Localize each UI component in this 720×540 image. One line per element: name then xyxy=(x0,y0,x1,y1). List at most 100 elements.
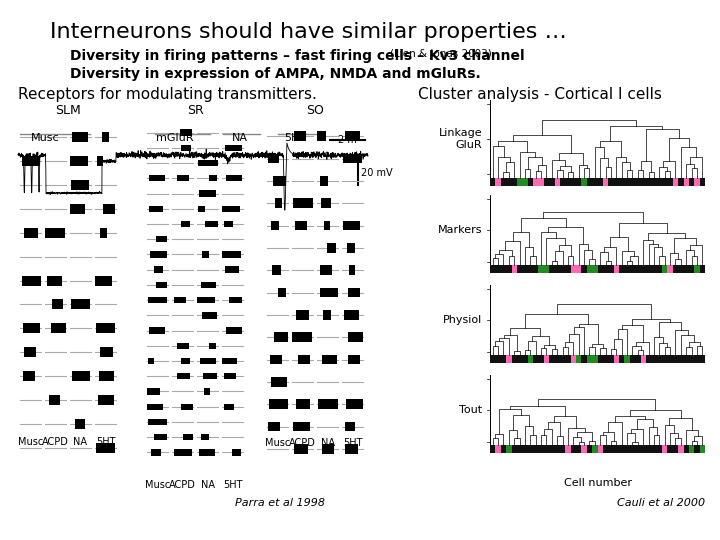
Bar xyxy=(297,310,309,320)
Bar xyxy=(495,178,500,186)
Bar xyxy=(657,265,662,273)
Bar xyxy=(222,358,237,364)
Bar xyxy=(657,178,662,186)
Bar xyxy=(619,445,624,453)
Bar xyxy=(571,355,576,363)
Text: Musc: Musc xyxy=(145,480,170,490)
Bar xyxy=(560,178,565,186)
Bar xyxy=(149,175,165,181)
Bar xyxy=(174,297,186,303)
Bar xyxy=(592,355,598,363)
Text: Linkage
GluR: Linkage GluR xyxy=(438,128,482,150)
Bar xyxy=(490,445,495,453)
Bar xyxy=(517,355,522,363)
Bar xyxy=(177,175,189,181)
Bar xyxy=(148,297,168,303)
Bar xyxy=(48,275,62,286)
Bar xyxy=(603,178,608,186)
Bar xyxy=(511,445,517,453)
Bar xyxy=(544,445,549,453)
Bar xyxy=(619,265,624,273)
Text: Parra et al 1998: Parra et al 1998 xyxy=(235,498,325,508)
Bar xyxy=(598,355,603,363)
Bar xyxy=(539,265,544,273)
Bar xyxy=(630,355,635,363)
Bar xyxy=(700,355,705,363)
Bar xyxy=(565,178,571,186)
Bar xyxy=(603,445,608,453)
Bar xyxy=(204,373,217,380)
Bar xyxy=(635,445,641,453)
Bar xyxy=(298,355,310,364)
Bar xyxy=(672,355,678,363)
Bar xyxy=(576,355,581,363)
Bar xyxy=(102,132,109,142)
Bar xyxy=(667,355,672,363)
Bar xyxy=(522,265,528,273)
Bar xyxy=(683,355,689,363)
Bar xyxy=(576,178,581,186)
Bar xyxy=(348,266,355,275)
Bar xyxy=(560,265,565,273)
Bar xyxy=(539,445,544,453)
Text: Diversity in expression of AMPA, NMDA and mGluRs.: Diversity in expression of AMPA, NMDA an… xyxy=(70,67,481,81)
Bar xyxy=(149,206,163,212)
Bar xyxy=(343,221,360,230)
Bar xyxy=(565,265,571,273)
Bar xyxy=(96,323,115,333)
Bar xyxy=(224,221,233,227)
Bar xyxy=(506,355,511,363)
Bar xyxy=(174,449,192,456)
Bar xyxy=(608,265,613,273)
Bar xyxy=(700,178,705,186)
Bar xyxy=(619,355,624,363)
Bar xyxy=(506,445,511,453)
Bar xyxy=(667,445,672,453)
Bar xyxy=(71,204,85,214)
Text: Markers: Markers xyxy=(438,225,482,235)
Bar xyxy=(53,300,63,309)
Bar xyxy=(571,445,576,453)
Bar xyxy=(293,422,310,431)
Bar xyxy=(522,178,528,186)
Bar xyxy=(323,310,331,320)
Bar xyxy=(274,333,288,342)
Bar xyxy=(348,243,354,253)
Bar xyxy=(495,445,500,453)
Bar xyxy=(490,355,495,363)
Text: Musc: Musc xyxy=(265,437,290,448)
Bar xyxy=(156,236,167,242)
Bar xyxy=(619,178,624,186)
Bar xyxy=(224,403,234,410)
Bar xyxy=(293,199,312,208)
Bar xyxy=(225,145,242,151)
Bar xyxy=(273,176,286,186)
Bar xyxy=(95,275,112,286)
Bar xyxy=(683,445,689,453)
Bar xyxy=(587,445,592,453)
Bar xyxy=(320,266,332,275)
Bar xyxy=(229,297,242,303)
Bar xyxy=(694,265,700,273)
Bar xyxy=(180,130,192,136)
Bar xyxy=(689,355,694,363)
Text: 5HT: 5HT xyxy=(222,480,242,490)
Bar xyxy=(271,221,279,230)
Bar xyxy=(490,178,495,186)
Bar xyxy=(343,310,359,320)
Bar xyxy=(571,265,576,273)
Bar xyxy=(270,355,282,364)
Bar xyxy=(327,243,336,253)
Bar xyxy=(533,178,539,186)
Bar xyxy=(683,178,689,186)
Bar xyxy=(549,265,554,273)
Bar xyxy=(511,265,517,273)
Bar xyxy=(495,265,500,273)
Text: ACPD: ACPD xyxy=(289,437,316,448)
Bar xyxy=(613,178,619,186)
Bar xyxy=(528,445,533,453)
Bar xyxy=(23,371,35,381)
Bar xyxy=(565,445,571,453)
Bar xyxy=(222,206,240,212)
Bar xyxy=(624,265,630,273)
